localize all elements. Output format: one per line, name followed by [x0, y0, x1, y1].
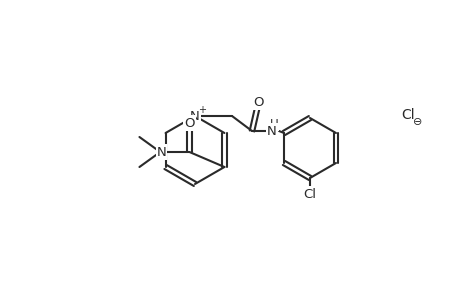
Text: Cl: Cl	[400, 108, 414, 122]
Text: N: N	[190, 110, 200, 122]
Text: N: N	[156, 146, 166, 158]
Text: ⊖: ⊖	[413, 117, 422, 127]
Text: N: N	[267, 124, 276, 137]
Text: O: O	[253, 95, 263, 109]
Text: O: O	[184, 116, 194, 130]
Text: Cl: Cl	[303, 188, 316, 200]
Text: H: H	[269, 118, 278, 130]
Text: +: +	[197, 105, 206, 115]
